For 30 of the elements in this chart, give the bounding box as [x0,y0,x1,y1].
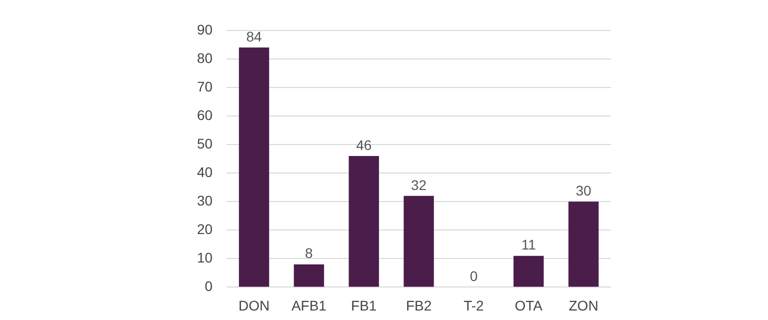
x-tick-label: DON [238,297,270,314]
data-label: 46 [356,136,372,153]
bar [568,202,599,287]
x-tick-label: OTA [514,297,544,314]
y-tick-label: 50 [196,135,213,152]
y-tick-label: 80 [196,50,213,66]
bar [348,156,379,287]
y-tick-label: 90 [196,21,213,38]
x-tick-label: FB1 [351,297,377,314]
x-tick-label: T-2 [464,297,484,314]
y-tick-label: 0 [204,278,213,294]
data-label: 32 [410,176,427,193]
y-tick-label: 30 [196,192,213,208]
bar [294,264,324,287]
y-tick-label: 40 [196,164,213,180]
data-label: 8 [305,245,314,262]
y-tick-label: 10 [196,250,213,266]
bar [404,196,434,287]
y-tick-label: 20 [196,220,213,237]
x-tick-label: FB2 [406,297,432,314]
x-tick-label: ZON [568,297,598,314]
data-label: 11 [521,236,536,253]
data-label: 0 [470,268,478,284]
bar [514,256,544,287]
data-label: 30 [576,182,592,198]
y-tick-label: 70 [196,78,213,94]
data-label: 84 [246,28,262,44]
x-tick-label: AFB1 [291,297,327,314]
bar [238,48,270,287]
y-tick-label: 60 [196,106,213,123]
